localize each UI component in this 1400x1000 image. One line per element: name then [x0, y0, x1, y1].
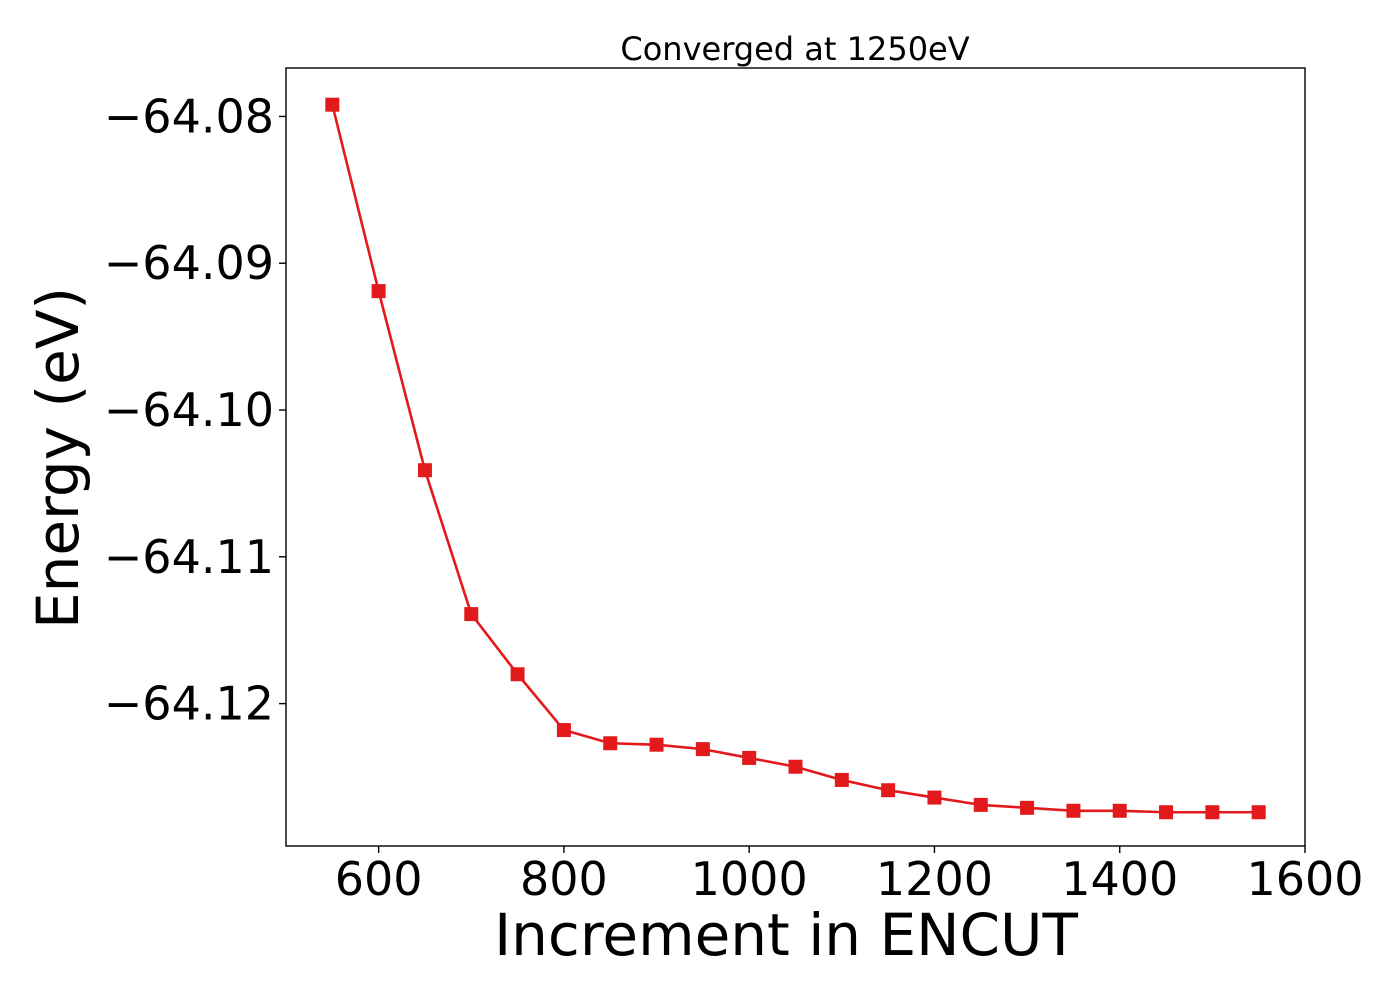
- y-tick-label: −64.09: [104, 236, 274, 290]
- x-tick-label: 1200: [876, 852, 993, 906]
- data-point: [1159, 805, 1174, 820]
- data-point: [927, 790, 942, 805]
- x-tick-label: 1000: [691, 852, 808, 906]
- data-point: [1020, 800, 1035, 815]
- data-point: [834, 772, 849, 787]
- x-tick-label: 1600: [1246, 852, 1363, 906]
- y-tick-label: −64.08: [104, 89, 274, 143]
- data-point: [1112, 803, 1127, 818]
- series-layer: [325, 97, 1266, 820]
- y-tick-label: −64.10: [104, 383, 274, 437]
- data-point: [510, 667, 525, 682]
- data-point: [881, 783, 896, 798]
- data-point: [742, 750, 757, 765]
- y-tick-label: −64.11: [104, 530, 274, 584]
- data-point: [417, 463, 432, 478]
- data-point: [1205, 805, 1220, 820]
- data-point: [1066, 803, 1081, 818]
- y-axis-ticks: −64.08 −64.09 −64.10 −64.11 −64.12: [104, 89, 286, 731]
- data-point: [1251, 805, 1266, 820]
- data-point: [556, 723, 571, 738]
- data-point: [371, 284, 386, 299]
- y-tick-label: −64.12: [104, 677, 274, 731]
- data-point: [649, 737, 664, 752]
- data-point: [464, 607, 479, 622]
- series-line: [331, 104, 1259, 814]
- data-point: [973, 797, 988, 812]
- x-axis-label: Increment in ENCUT: [494, 901, 1078, 969]
- y-axis-label: Energy (eV): [24, 287, 92, 629]
- x-tick-label: 800: [520, 852, 608, 906]
- x-tick-label: 1400: [1061, 852, 1178, 906]
- data-point: [788, 759, 803, 774]
- x-tick-label: 600: [335, 852, 423, 906]
- data-point: [325, 97, 340, 112]
- x-axis-ticks: 600 800 1000 1200 1400 1600: [335, 846, 1364, 906]
- plot-frame: [285, 67, 1306, 847]
- data-point: [603, 736, 618, 751]
- data-point: [695, 742, 710, 757]
- chart-title: Converged at 1250eV: [620, 30, 969, 68]
